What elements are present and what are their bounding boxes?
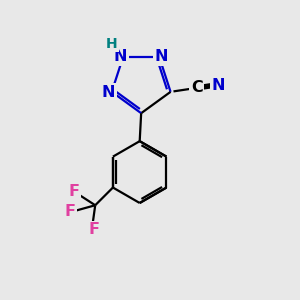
Text: F: F bbox=[88, 223, 99, 238]
Text: H: H bbox=[106, 37, 118, 51]
Text: N: N bbox=[155, 49, 168, 64]
Text: N: N bbox=[101, 85, 115, 100]
Text: N: N bbox=[211, 78, 225, 93]
Text: N: N bbox=[114, 49, 128, 64]
Text: F: F bbox=[68, 184, 79, 199]
Text: C: C bbox=[191, 80, 203, 95]
Text: F: F bbox=[64, 204, 75, 219]
